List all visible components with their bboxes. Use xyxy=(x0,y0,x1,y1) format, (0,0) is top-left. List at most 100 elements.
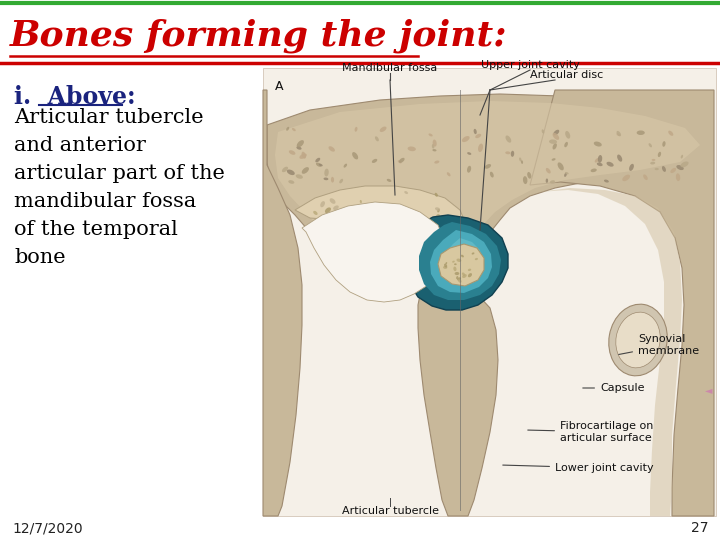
Ellipse shape xyxy=(320,201,325,207)
Ellipse shape xyxy=(546,178,548,183)
Ellipse shape xyxy=(282,167,288,172)
Ellipse shape xyxy=(636,131,645,135)
Ellipse shape xyxy=(457,277,461,280)
Ellipse shape xyxy=(370,211,373,214)
Ellipse shape xyxy=(523,176,528,184)
Ellipse shape xyxy=(521,160,523,164)
Ellipse shape xyxy=(319,164,323,166)
Ellipse shape xyxy=(331,177,334,183)
Text: Capsule: Capsule xyxy=(582,383,644,393)
Ellipse shape xyxy=(377,239,382,242)
Ellipse shape xyxy=(289,150,295,155)
Ellipse shape xyxy=(649,143,652,147)
Ellipse shape xyxy=(360,200,362,203)
Text: Articular disc: Articular disc xyxy=(530,70,603,80)
Ellipse shape xyxy=(435,240,437,244)
Ellipse shape xyxy=(629,164,634,171)
Ellipse shape xyxy=(428,133,433,137)
Ellipse shape xyxy=(590,168,597,172)
Ellipse shape xyxy=(565,172,569,174)
Ellipse shape xyxy=(435,193,438,197)
Ellipse shape xyxy=(474,129,477,134)
Polygon shape xyxy=(263,90,302,516)
Ellipse shape xyxy=(564,173,567,177)
Ellipse shape xyxy=(444,264,447,267)
Ellipse shape xyxy=(372,159,377,163)
Ellipse shape xyxy=(443,266,447,269)
Ellipse shape xyxy=(333,230,337,238)
Ellipse shape xyxy=(354,211,358,216)
Ellipse shape xyxy=(662,166,666,172)
Ellipse shape xyxy=(343,164,347,167)
Ellipse shape xyxy=(454,272,459,275)
Ellipse shape xyxy=(352,152,358,159)
Ellipse shape xyxy=(549,139,557,144)
Polygon shape xyxy=(538,188,682,516)
Ellipse shape xyxy=(375,136,379,141)
Polygon shape xyxy=(443,238,482,282)
Ellipse shape xyxy=(350,227,356,231)
Text: 12/7/2020: 12/7/2020 xyxy=(12,521,83,535)
Ellipse shape xyxy=(552,143,557,150)
Ellipse shape xyxy=(598,155,602,163)
Ellipse shape xyxy=(616,312,660,368)
Ellipse shape xyxy=(541,129,544,133)
Ellipse shape xyxy=(316,163,322,167)
Ellipse shape xyxy=(462,136,469,142)
Ellipse shape xyxy=(297,146,302,150)
Ellipse shape xyxy=(550,180,555,183)
Text: Articular tubercle: Articular tubercle xyxy=(14,108,204,127)
Ellipse shape xyxy=(388,206,394,212)
Ellipse shape xyxy=(468,269,471,271)
Ellipse shape xyxy=(680,161,688,167)
Text: Synovial
membrane: Synovial membrane xyxy=(618,334,699,356)
Ellipse shape xyxy=(462,274,467,278)
Ellipse shape xyxy=(328,146,335,152)
Ellipse shape xyxy=(616,133,621,136)
Ellipse shape xyxy=(597,163,603,166)
Ellipse shape xyxy=(622,174,630,181)
Ellipse shape xyxy=(606,162,613,167)
Bar xyxy=(0,0,720,65)
Ellipse shape xyxy=(433,139,437,147)
Ellipse shape xyxy=(315,158,320,163)
Text: Upper joint cavity: Upper joint cavity xyxy=(480,60,580,70)
Ellipse shape xyxy=(369,214,372,217)
Ellipse shape xyxy=(302,152,306,159)
Ellipse shape xyxy=(462,273,465,276)
Ellipse shape xyxy=(355,220,357,224)
Ellipse shape xyxy=(410,228,412,232)
Ellipse shape xyxy=(313,211,318,215)
Polygon shape xyxy=(275,101,700,248)
Ellipse shape xyxy=(676,173,680,181)
Ellipse shape xyxy=(390,222,397,227)
Ellipse shape xyxy=(527,172,531,179)
Ellipse shape xyxy=(356,229,359,234)
Ellipse shape xyxy=(658,152,661,157)
Ellipse shape xyxy=(670,168,676,173)
Ellipse shape xyxy=(616,131,621,136)
Ellipse shape xyxy=(397,160,402,164)
Ellipse shape xyxy=(287,170,294,175)
Text: Articular tubercle: Articular tubercle xyxy=(341,506,438,516)
Ellipse shape xyxy=(609,304,667,376)
Ellipse shape xyxy=(426,233,428,237)
Ellipse shape xyxy=(454,267,456,271)
Ellipse shape xyxy=(401,208,406,212)
Ellipse shape xyxy=(330,198,336,204)
Ellipse shape xyxy=(519,158,521,161)
Ellipse shape xyxy=(300,153,307,159)
Text: ◄: ◄ xyxy=(704,385,712,395)
Ellipse shape xyxy=(446,215,451,219)
Ellipse shape xyxy=(676,165,684,170)
Text: and anterior: and anterior xyxy=(14,136,146,155)
Ellipse shape xyxy=(467,152,472,155)
Ellipse shape xyxy=(617,154,622,161)
Polygon shape xyxy=(438,244,484,286)
Ellipse shape xyxy=(323,178,328,180)
Text: mandibular fossa: mandibular fossa xyxy=(14,192,197,211)
Ellipse shape xyxy=(557,163,564,170)
Ellipse shape xyxy=(324,168,329,177)
Ellipse shape xyxy=(564,142,568,147)
Ellipse shape xyxy=(654,168,659,170)
